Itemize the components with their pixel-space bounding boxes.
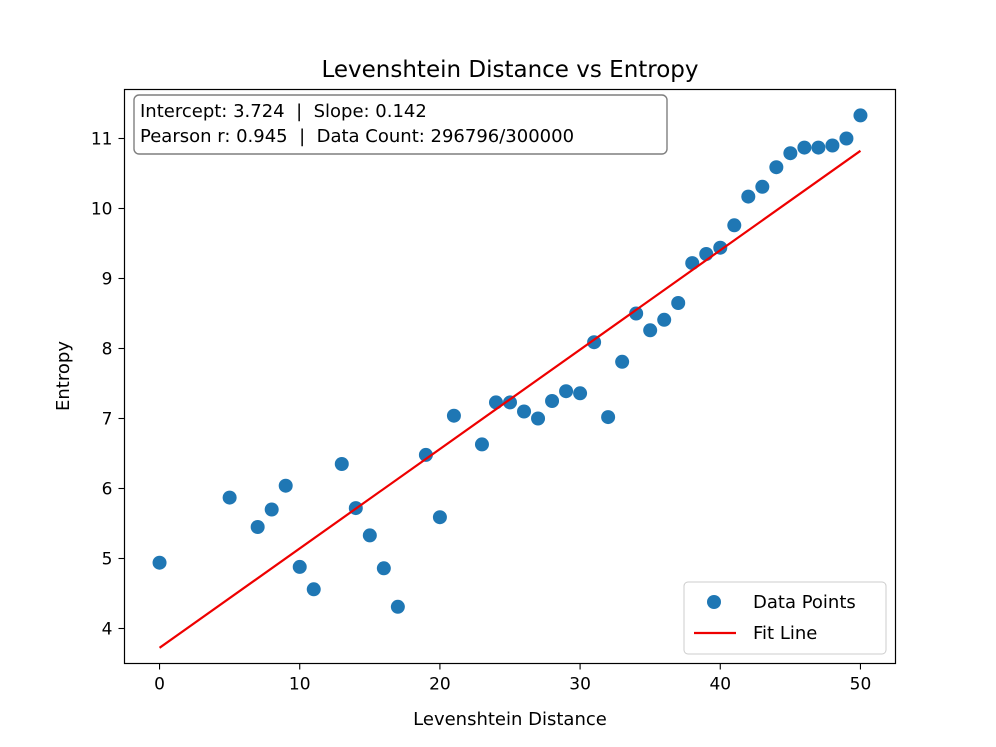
data-point: [292, 559, 307, 574]
data-point: [488, 395, 503, 410]
data-point: [222, 490, 237, 505]
data-point: [545, 394, 560, 408]
y-tick-label: 10: [91, 200, 113, 220]
data-point: [643, 323, 658, 338]
data-point: [559, 384, 574, 399]
y-axis-label: Entropy: [53, 341, 74, 411]
data-point: [825, 138, 840, 153]
y-tick-label: 4: [102, 620, 113, 640]
x-axis-label: Levenshtein Distance: [413, 709, 607, 730]
data-point: [615, 354, 630, 369]
data-point: [278, 478, 293, 493]
data-point: [474, 437, 489, 452]
data-point: [629, 306, 644, 321]
y-tick-label: 9: [102, 270, 113, 290]
x-tick-label: 10: [289, 675, 311, 695]
data-point: [671, 296, 686, 310]
y-tick-label: 6: [102, 480, 113, 500]
data-point: [418, 447, 433, 462]
data-point: [587, 335, 602, 350]
data-point: [601, 410, 616, 425]
data-point: [797, 140, 812, 155]
data-point: [755, 179, 770, 194]
data-point: [432, 510, 447, 525]
data-point: [811, 140, 826, 155]
data-point: [769, 160, 784, 175]
data-point: [839, 131, 854, 146]
data-point: [446, 408, 461, 423]
data-point: [152, 555, 167, 570]
data-point: [853, 108, 868, 123]
legend-label-data-points: Data Points: [753, 592, 856, 613]
legend: Data Points Fit Line: [683, 581, 887, 655]
data-point: [685, 256, 700, 271]
legend-frame: [683, 581, 887, 655]
axis-ticks: 0 10 20 30 40 50 4 5 6 7 8 9 10 11: [91, 130, 871, 695]
data-point: [573, 386, 588, 401]
data-point: [376, 561, 391, 576]
legend-marker-data-points: [707, 595, 721, 609]
x-tick-label: 40: [709, 675, 731, 695]
info-line-2: Pearson r: 0.945 | Data Count: 296796/30…: [140, 126, 574, 147]
data-point: [334, 457, 349, 471]
data-point: [741, 189, 756, 204]
chart-title: Levenshtein Distance vs Entropy: [321, 57, 698, 83]
data-point: [531, 411, 546, 426]
info-box: Intercept: 3.724 | Slope: 0.142 Pearson …: [133, 94, 668, 155]
fit-line: [158, 149, 862, 649]
data-point: [390, 599, 405, 614]
plot-frame: [123, 88, 897, 665]
x-tick-label: 20: [429, 675, 451, 695]
legend-label-fit-line: Fit Line: [753, 623, 817, 644]
data-point: [503, 395, 517, 410]
y-tick-label: 7: [102, 410, 113, 430]
data-point: [362, 528, 377, 543]
data-point: [264, 502, 279, 517]
data-point: [517, 404, 532, 419]
data-point: [783, 146, 798, 161]
data-point: [727, 218, 742, 233]
x-tick-label: 30: [569, 675, 591, 695]
data-point: [713, 240, 728, 255]
y-tick-label: 11: [91, 130, 113, 150]
y-tick-label: 5: [102, 550, 113, 570]
info-line-1: Intercept: 3.724 | Slope: 0.142: [140, 101, 427, 122]
x-tick-label: 50: [850, 675, 872, 695]
y-tick-label: 8: [102, 340, 113, 360]
plot-area: [152, 108, 868, 649]
x-tick-label: 0: [154, 675, 165, 695]
data-point: [306, 582, 321, 597]
data-point: [657, 312, 672, 327]
info-box-frame: [133, 94, 668, 155]
data-point: [250, 520, 265, 534]
